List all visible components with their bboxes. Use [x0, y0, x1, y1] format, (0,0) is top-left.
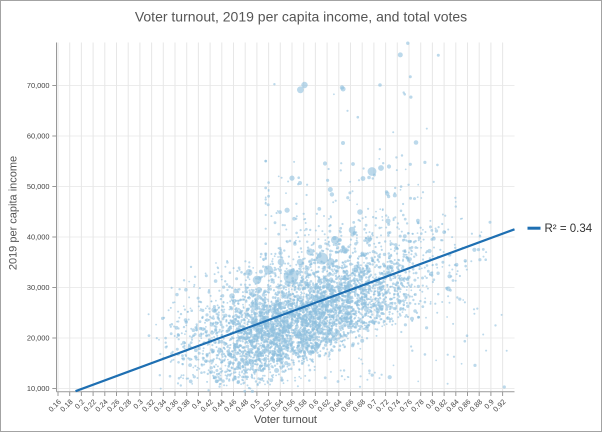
svg-text:70,000: 70,000	[27, 81, 50, 90]
svg-text:40,000: 40,000	[27, 233, 50, 242]
svg-text:20,000: 20,000	[27, 334, 50, 343]
svg-text:30,000: 30,000	[27, 283, 50, 292]
svg-text:Voter turnout, 2019 per capita: Voter turnout, 2019 per capita income, a…	[135, 9, 467, 25]
svg-text:10,000: 10,000	[27, 384, 50, 393]
svg-text:50,000: 50,000	[27, 182, 50, 191]
svg-text:60,000: 60,000	[27, 132, 50, 141]
